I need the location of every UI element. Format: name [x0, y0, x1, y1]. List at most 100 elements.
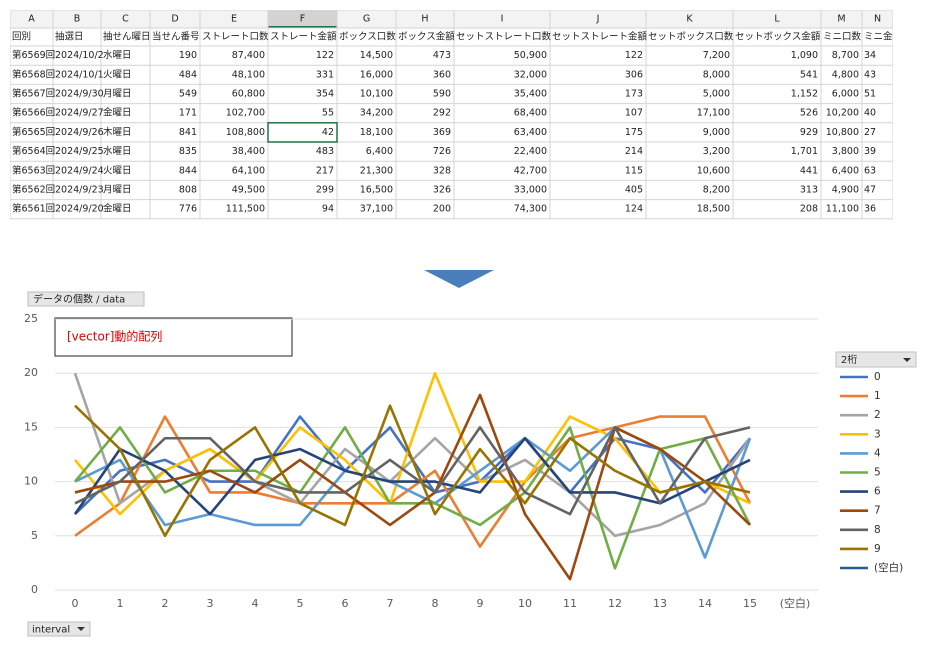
cell: 171 [179, 108, 197, 119]
header-cell: セットストレート口数 [456, 31, 552, 43]
column-letter: I [501, 14, 504, 25]
axis-field-button[interactable] [27, 621, 91, 637]
cell: 102,700 [226, 108, 265, 119]
cell: 68,400 [514, 108, 547, 119]
cell: 60,800 [232, 89, 265, 100]
cell: 51 [864, 89, 876, 100]
cell: 木曜日 [103, 126, 132, 138]
cell: 第6567回 [12, 88, 55, 100]
cell: 6,400 [366, 146, 393, 157]
x-tick-label: 5 [297, 597, 304, 610]
cell: 第6564回 [12, 145, 55, 157]
x-tick-label: 4 [252, 597, 259, 610]
cell: 6,400 [832, 165, 859, 176]
column-letter: K [686, 14, 693, 25]
x-tick-label: 6 [342, 597, 349, 610]
cell: 841 [179, 127, 197, 138]
cell: 月曜日 [103, 185, 132, 196]
cell: 10,600 [697, 165, 730, 176]
cell: 354 [316, 89, 334, 100]
cell: 808 [179, 185, 197, 196]
header-cell: ボックス金額 [398, 31, 455, 43]
x-tick-label: 2 [162, 597, 169, 610]
value-field-label: データの個数 / data [33, 293, 125, 306]
cell: 第6562回 [12, 184, 55, 196]
x-tick-label: 10 [518, 597, 532, 610]
cell: 326 [433, 185, 451, 196]
title-box [54, 317, 293, 357]
column-letter: C [122, 14, 129, 25]
column-letter: M [837, 14, 845, 25]
value-field-button[interactable] [27, 291, 145, 307]
cell: 94 [322, 204, 334, 215]
column-letter: L [774, 14, 780, 25]
cell: 17,100 [697, 108, 730, 119]
cell: 844 [179, 165, 197, 176]
cell: 483 [316, 146, 334, 157]
cell: 第6561回 [12, 203, 55, 215]
cell: 7,200 [703, 50, 730, 61]
x-tick-label: 9 [477, 597, 484, 610]
cell: 299 [316, 185, 334, 196]
cell: 331 [316, 69, 334, 80]
cell: 208 [800, 204, 818, 215]
cell: 第6566回 [12, 107, 55, 119]
cell: 第6565回 [12, 126, 55, 138]
cell: 2024/9/26 [55, 127, 104, 138]
cell: 38,400 [232, 146, 265, 157]
cell: 200 [433, 204, 451, 215]
cell: 第6568回 [12, 68, 55, 80]
header-cell: セットボックス口数 [648, 31, 734, 43]
header-cell: 抽せん曜日 [103, 31, 151, 43]
dropdown-icon [903, 358, 911, 362]
legend-entry: 2 [874, 409, 881, 421]
x-tick-label: 7 [387, 597, 394, 610]
cell: 水曜日 [103, 49, 132, 61]
cell: 水曜日 [103, 145, 132, 157]
cell: 37,100 [360, 204, 393, 215]
legend-entry: (空白) [874, 561, 903, 574]
column-letter: J [596, 14, 600, 25]
cell: 214 [625, 146, 643, 157]
cell: 929 [800, 127, 818, 138]
series-line [73, 426, 752, 570]
cell: 49,500 [232, 185, 265, 196]
cell: 2024/9/27 [55, 108, 104, 119]
header-cell: ミニ口数 [823, 31, 862, 43]
cell: 11,100 [826, 204, 859, 215]
header-cell: ストレート金額 [270, 31, 337, 43]
cell: 2024/9/30 [55, 89, 104, 100]
cell: 35,400 [514, 89, 547, 100]
cell: 42,700 [514, 165, 547, 176]
cell: 441 [800, 165, 818, 176]
y-tick-label: 15 [24, 420, 38, 433]
x-tick-label: 14 [698, 597, 712, 610]
x-tick-label: 0 [72, 597, 79, 610]
cell: 4,800 [832, 69, 859, 80]
cell: 4,900 [832, 185, 859, 196]
cell: 1,701 [791, 146, 818, 157]
legend-field-button[interactable] [835, 351, 917, 368]
cell: 124 [625, 204, 643, 215]
cell: 473 [433, 50, 451, 61]
cell: 2024/9/24 [55, 165, 104, 176]
cell: 34 [864, 50, 876, 61]
cell: 2024/10/1 [55, 69, 104, 80]
series-line [74, 404, 751, 538]
header-cell: ミニ金額 [864, 31, 903, 43]
column-letter: D [171, 14, 178, 25]
legend-entry: 0 [874, 371, 881, 383]
header-cell: セットボックス金額 [735, 31, 821, 43]
cell: 21,300 [360, 165, 393, 176]
cell: 50,900 [514, 50, 547, 61]
dropdown-icon [77, 627, 85, 631]
spreadsheet: A B C D E F G H I J K L M N 回別 抽選日 抽せん曜日 当せん番号 ストレート口数 ストレー… [10, 10, 903, 220]
legend-title: 2桁 [841, 353, 857, 366]
cell: 313 [800, 185, 818, 196]
cell: 2024/9/25 [55, 146, 104, 157]
column-header-bar [10, 10, 893, 28]
cell: 火曜日 [103, 69, 132, 80]
cell: 39 [864, 146, 876, 157]
